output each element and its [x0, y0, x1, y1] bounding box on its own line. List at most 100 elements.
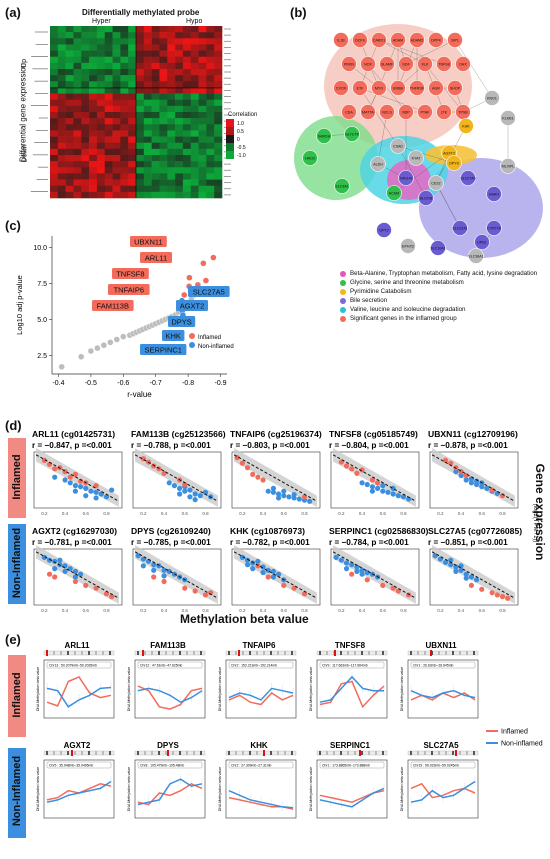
ideogram-band [354, 751, 356, 755]
network-node: PTAF [417, 104, 433, 120]
scatter-point [181, 291, 188, 299]
scatter-point [458, 563, 464, 569]
legend-label: Inflamed [198, 335, 221, 341]
heatmap-cell [136, 50, 145, 58]
heatmap-cell [214, 32, 223, 39]
scatter-point [52, 474, 58, 480]
scatter-subplot: ARL11 (cg01425731) r = −0.847, p =<0.001 0… [32, 429, 123, 516]
locus-text: Chr2 : 27.309mb~27.31mb [231, 763, 272, 767]
heatmap-cell [73, 26, 82, 33]
scatter-point [448, 557, 454, 563]
network-legend: Beta-Alanine, Tryptophan metabolism, Fat… [340, 270, 545, 324]
ideogram-band [473, 751, 475, 755]
scatter-point [239, 554, 245, 560]
x-tick-label: 0.8 [499, 511, 506, 516]
heatmap-cell [65, 32, 74, 39]
node-circle [486, 186, 502, 202]
heatmap-cell [120, 32, 129, 39]
heatmap-cell [65, 155, 74, 162]
scatter-point [77, 353, 85, 360]
heatmap-cell [143, 26, 152, 33]
heatmap-cell [81, 161, 90, 168]
heatmap-cell [206, 142, 215, 150]
heatmap-cell [198, 26, 207, 33]
heatmap-cell [57, 173, 66, 180]
subplot-stat: r = −0.851, p =<0.001 [428, 538, 508, 547]
heatmap-cell [151, 167, 160, 174]
node-label: DPYS [449, 162, 459, 166]
heatmap-cell [175, 105, 184, 113]
scatter-point [380, 582, 386, 588]
heatmap-cell [175, 173, 184, 180]
heatmap-cell [175, 56, 184, 64]
node-label: CYP27A [487, 227, 501, 231]
x-tick-label: 0.6 [380, 608, 387, 613]
scatter-point [107, 339, 114, 346]
gene-label-box [130, 236, 167, 247]
scatter-point [239, 460, 245, 466]
node-label: NDP [402, 111, 410, 115]
heatmap-cell [57, 185, 66, 193]
network-node: GPT2 [376, 222, 392, 238]
heatmap-cell [190, 130, 199, 137]
scatter-subplot: DPYS (cg26109240) r = −0.785, p =<0.001 0.… [131, 526, 222, 613]
heatmap-cell [104, 81, 113, 88]
heatmap-cell [190, 142, 199, 150]
network-node: TNFS8 [436, 56, 452, 72]
heatmap-cell [175, 185, 184, 193]
ideogram-band [95, 651, 97, 655]
x-tick-label: 0.6 [281, 608, 288, 613]
heatmap-cell [89, 130, 98, 137]
row-band-noninflamed-e [8, 748, 26, 838]
chromosome-ideogram [407, 750, 479, 756]
heatmap-cell [73, 105, 82, 113]
heatmap-cell [175, 148, 184, 156]
scatter-point [166, 480, 172, 486]
subplot-title: UBXN11 (cg12709196) [428, 429, 518, 439]
scatter-point [437, 556, 443, 562]
node-label: SLC22A1 [452, 227, 467, 231]
heatmap-cell [151, 38, 160, 45]
heatmap-cell [104, 105, 113, 113]
ideogram-marker [334, 650, 336, 656]
heatmap-cell [104, 173, 113, 180]
x-tick-label: 0.8 [400, 511, 407, 516]
x-tick-label: 0.8 [499, 608, 506, 613]
scatter-point [260, 569, 266, 576]
heatmap-cell [120, 179, 129, 187]
inflamed-line [46, 675, 112, 707]
locus-text: Chr12 : 47.61mb~47.625mb [140, 663, 182, 667]
scatter-point [192, 497, 198, 503]
scatter-point [468, 574, 475, 580]
scatter-point [58, 363, 65, 371]
heatmap-cell [104, 124, 113, 131]
heatmap-cell [65, 142, 74, 150]
ideogram-band [368, 751, 370, 755]
heatmap-cell [120, 118, 129, 125]
subplot-stat: r = −0.781, p =<0.001 [32, 538, 112, 547]
scatter-point [182, 585, 188, 591]
heatmap-cell [50, 124, 59, 131]
scatter-point [473, 478, 480, 484]
scatter-point [499, 493, 506, 499]
node-circle [408, 150, 424, 166]
network-node: KNO1 [484, 90, 500, 106]
scatter-point [369, 477, 376, 483]
scatter-point [161, 567, 167, 573]
heatmap-cell [198, 62, 207, 70]
heatmap-cell [120, 50, 129, 58]
node-label: ALDH [373, 163, 383, 167]
network-node: KHK [458, 118, 474, 134]
gene-label-box [140, 252, 172, 263]
regression-line [431, 454, 516, 502]
heatmap-cell [198, 142, 207, 150]
heatmap-cell [50, 87, 59, 94]
locus-box [137, 661, 203, 669]
node-circle [341, 56, 357, 72]
node-label: GPT2 [379, 229, 388, 233]
heatmap-cell [96, 56, 106, 64]
scatter-point [260, 477, 266, 483]
scatter-point [135, 553, 141, 559]
heatmap-cell [128, 26, 137, 33]
network-node: NCLS [379, 104, 395, 120]
